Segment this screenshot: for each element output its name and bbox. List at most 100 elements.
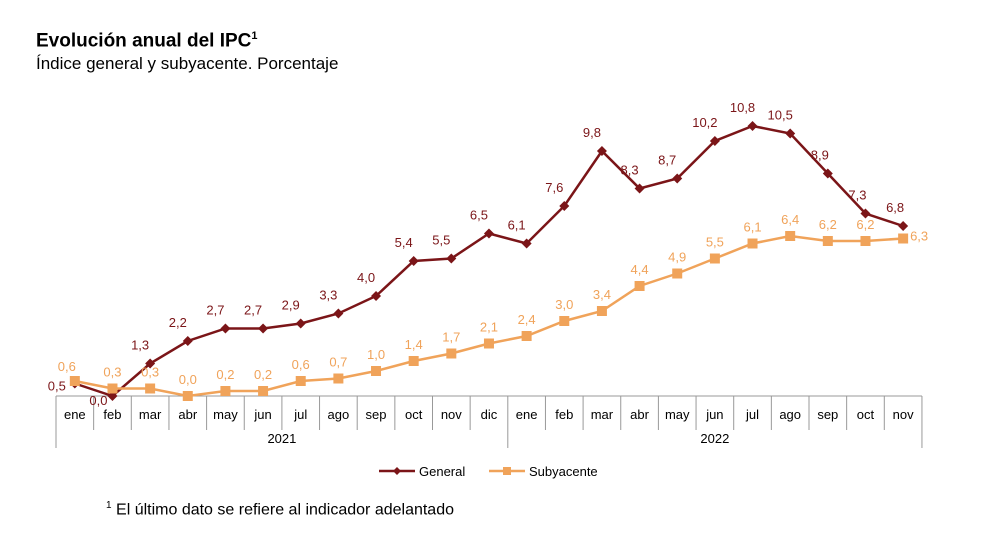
data-label-subyacente: 6,2	[819, 217, 837, 232]
x-tick-label: jul	[745, 407, 759, 422]
data-label-subyacente: 6,3	[910, 229, 928, 244]
x-tick-label: ago	[328, 407, 350, 422]
data-label-general: 2,2	[169, 315, 187, 330]
data-point-subyacente	[559, 316, 570, 326]
data-label-subyacente: 2,1	[480, 320, 498, 335]
data-point-subyacente	[483, 338, 494, 349]
data-label-subyacente: 0,0	[179, 372, 197, 387]
data-point-subyacente	[145, 383, 156, 394]
data-point-subyacente	[860, 236, 871, 246]
data-label-general: 3,3	[319, 288, 337, 303]
data-label-subyacente: 1,0	[367, 347, 385, 362]
data-point-subyacente	[446, 348, 457, 359]
data-label-subyacente: 0,3	[103, 365, 121, 380]
data-label-general: 0,0	[89, 393, 107, 408]
data-label-subyacente: 0,3	[141, 365, 159, 380]
data-label-subyacente: 6,1	[743, 220, 761, 235]
legend-marker-general	[393, 467, 401, 475]
data-point-general	[145, 358, 156, 369]
footnote: 1 El último dato se refiere al indicador…	[106, 500, 454, 519]
chart-title: Evolución anual del IPC1	[36, 30, 258, 52]
data-point-subyacente	[596, 306, 607, 316]
data-label-general: 10,8	[730, 100, 755, 115]
data-point-subyacente	[107, 383, 118, 394]
x-tick-label: feb	[103, 407, 121, 422]
data-label-general: 6,5	[470, 208, 488, 223]
data-point-subyacente	[258, 386, 269, 396]
data-label-subyacente: 0,2	[254, 367, 272, 382]
data-point-general	[785, 128, 796, 139]
data-point-general	[822, 168, 833, 179]
data-label-general: 6,8	[886, 200, 904, 215]
data-point-general	[258, 323, 269, 334]
data-label-general: 10,5	[768, 108, 793, 123]
x-tick-label: may	[213, 407, 238, 422]
data-label-general: 5,5	[432, 233, 450, 248]
title-superscript: 1	[251, 30, 258, 42]
data-point-general	[747, 121, 758, 131]
title-text: Evolución anual del IPC	[36, 30, 252, 52]
x-tick-label: ene	[64, 407, 86, 422]
data-label-subyacente: 0,6	[58, 359, 76, 374]
data-point-subyacente	[295, 376, 306, 386]
legend-label-subyacente: Subyacente	[529, 464, 598, 479]
data-label-general: 4,0	[357, 270, 375, 285]
x-tick-label: nov	[893, 407, 914, 422]
data-label-subyacente: 1,7	[442, 330, 460, 345]
x-tick-label: abr	[178, 407, 197, 422]
data-label-subyacente: 6,4	[781, 212, 799, 227]
x-tick-label: mar	[591, 407, 614, 422]
data-point-general	[483, 228, 494, 239]
data-point-general	[559, 201, 570, 211]
data-label-subyacente: 0,6	[292, 357, 310, 372]
data-point-subyacente	[182, 391, 193, 401]
data-point-general	[521, 238, 532, 249]
year-label: 2022	[700, 431, 729, 446]
data-point-subyacente	[747, 238, 758, 249]
data-point-general	[596, 146, 607, 156]
x-tick-label: abr	[630, 407, 649, 422]
x-tick-label: may	[665, 407, 690, 422]
x-tick-label: nov	[441, 407, 462, 422]
data-point-subyacente	[898, 233, 909, 244]
x-tick-label: sep	[817, 407, 838, 422]
x-tick-label: mar	[139, 407, 162, 422]
data-label-general: 8,9	[811, 148, 829, 163]
x-tick-label: jul	[293, 407, 307, 422]
x-tick-label: ene	[516, 407, 538, 422]
data-label-subyacente: 2,4	[518, 312, 536, 327]
data-label-general: 6,1	[508, 218, 526, 233]
x-tick-label: feb	[555, 407, 573, 422]
data-label-subyacente: 3,4	[593, 287, 611, 302]
x-tick-label: jun	[705, 407, 723, 422]
data-label-general: 5,4	[395, 235, 413, 250]
data-point-subyacente	[69, 376, 80, 386]
data-point-general	[408, 256, 419, 266]
data-label-general: 9,8	[583, 125, 601, 140]
data-point-general	[898, 221, 909, 231]
data-point-general	[371, 291, 382, 301]
footnote-superscript: 1	[106, 500, 112, 511]
footnote-text: El último dato se refiere al indicador a…	[116, 501, 454, 519]
data-point-subyacente	[822, 236, 833, 246]
data-point-subyacente	[672, 268, 683, 279]
data-point-general	[634, 183, 645, 194]
data-point-subyacente	[408, 356, 419, 366]
data-point-general	[295, 318, 306, 329]
data-point-general	[446, 253, 457, 264]
data-label-general: 2,9	[282, 298, 300, 313]
data-label-subyacente: 4,4	[631, 262, 649, 277]
x-tick-label: ago	[779, 407, 801, 422]
data-point-general	[860, 208, 871, 219]
data-label-subyacente: 1,4	[405, 337, 423, 352]
data-point-general	[220, 323, 231, 334]
data-label-general: 8,7	[658, 153, 676, 168]
data-label-subyacente: 4,9	[668, 250, 686, 265]
data-label-general: 1,3	[131, 338, 149, 353]
data-label-subyacente: 0,7	[329, 355, 347, 370]
data-label-subyacente: 6,2	[856, 217, 874, 232]
x-tick-label: sep	[366, 407, 387, 422]
data-point-subyacente	[333, 373, 344, 384]
